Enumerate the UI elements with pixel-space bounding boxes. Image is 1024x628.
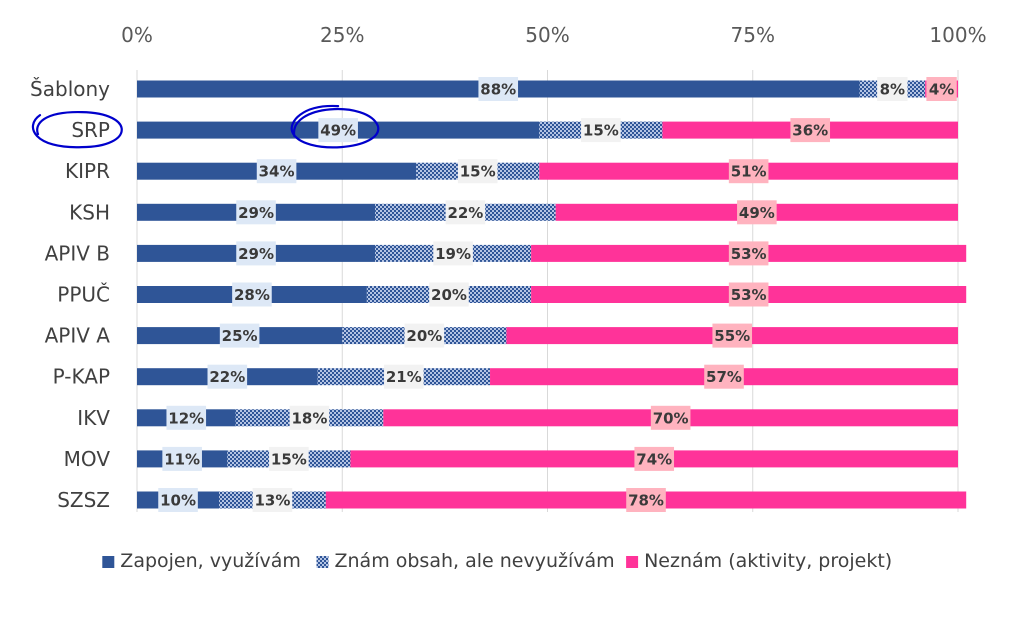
data-label: 11%: [164, 450, 200, 468]
category-label-p-kap: P-KAP: [53, 365, 110, 389]
data-label-bg: [252, 488, 293, 512]
data-label: 53%: [731, 245, 767, 263]
legend-entry-3: Neznám (aktivity, projekt): [644, 550, 892, 572]
annotations: [31, 104, 380, 149]
category-label-ablony: Šablony: [30, 77, 110, 101]
x-tick-label: 75%: [731, 23, 775, 47]
category-label-szsz: SZSZ: [57, 488, 110, 512]
category-labels: Šablony SRP KIPR KSH APIV B PPUČ APIV A P-KAP IK…: [30, 77, 110, 512]
data-label-bg: [926, 77, 957, 101]
annotation-circle-category: [31, 110, 123, 149]
category-label-apiv-a: APIV A: [45, 324, 111, 348]
data-label: 15%: [271, 450, 307, 468]
legend-swatch-3: [626, 556, 639, 568]
category-label-srp: SRP: [71, 118, 110, 142]
data-label: 22%: [447, 204, 483, 222]
data-label: 70%: [653, 409, 689, 427]
data-label: 57%: [706, 368, 742, 386]
data-label-bg: [269, 446, 309, 471]
data-label: 20%: [406, 327, 442, 345]
data-label: 15%: [460, 163, 496, 181]
data-label: 36%: [792, 122, 828, 140]
data-label: 29%: [238, 204, 274, 222]
data-label: 49%: [739, 204, 775, 222]
data-label: 55%: [714, 327, 750, 345]
data-label-bg: [650, 405, 691, 430]
data-label: 78%: [628, 492, 664, 510]
data-label-bg: [236, 241, 276, 266]
data-label-bg: [207, 364, 248, 389]
data-label: 53%: [731, 286, 767, 304]
data-label: 74%: [636, 450, 672, 468]
data-label: 28%: [234, 286, 270, 304]
data-label: 34%: [259, 163, 295, 181]
annotation-circle-data-label: [290, 104, 380, 149]
data-label: 19%: [435, 245, 471, 263]
data-label-bg: [634, 446, 675, 471]
data-label-bg: [166, 405, 207, 430]
data-label-bg: [158, 488, 198, 512]
x-tick-label: 25%: [320, 23, 364, 47]
data-label-bg: [712, 323, 753, 348]
legend-swatch-2: [316, 556, 329, 568]
data-label: 49%: [320, 122, 356, 140]
data-label: 18%: [291, 409, 327, 427]
data-label-bg: [404, 323, 445, 348]
data-labels: 88% 8% 4% 49% 15% 36% 34% 15% 51% 29% 22% 49% 29% 19%…: [158, 77, 957, 512]
data-label: 8%: [880, 81, 905, 99]
data-label-bg: [728, 159, 769, 184]
category-label-mov: MOV: [64, 447, 111, 471]
data-label-bg: [737, 200, 777, 225]
data-label-bg: [256, 159, 297, 184]
data-label-bg: [433, 241, 473, 266]
category-label-kipr: KIPR: [65, 159, 110, 183]
data-label-bg: [626, 488, 666, 512]
data-label: 25%: [222, 327, 258, 345]
legend-swatch-1: [102, 556, 115, 568]
data-label: 22%: [209, 368, 245, 386]
x-tick-label: 0%: [121, 23, 153, 47]
data-label: 21%: [386, 368, 422, 386]
data-label-bg: [232, 282, 272, 307]
data-label-bg: [877, 77, 908, 101]
data-label-bg: [236, 200, 276, 225]
category-label-ksh: KSH: [69, 200, 110, 224]
category-label-apiv-b: APIV B: [45, 241, 110, 265]
data-label: 88%: [480, 81, 516, 99]
x-axis-ticks: 0% 25% 50% 75% 100%: [121, 23, 986, 47]
category-label-ikv: IKV: [77, 406, 110, 430]
x-tick-label: 100%: [929, 23, 986, 47]
data-label-bg: [457, 159, 498, 184]
data-label-bg: [219, 323, 260, 348]
data-label-bg: [429, 282, 469, 307]
legend-entry-2: Znám obsah, ale nevyužívám: [335, 550, 615, 572]
data-label-bg: [162, 446, 202, 471]
x-tick-label: 50%: [525, 23, 569, 47]
data-label: 20%: [431, 286, 467, 304]
data-label: 12%: [168, 409, 204, 427]
category-label-ppu: PPUČ: [57, 283, 110, 307]
data-label-bg: [790, 118, 831, 143]
data-label-bg: [728, 241, 769, 266]
data-label: 15%: [583, 122, 619, 140]
data-label-bg: [289, 405, 330, 430]
data-label-bg: [704, 364, 744, 389]
data-label-bg: [581, 118, 621, 143]
data-label: 29%: [238, 245, 274, 263]
data-label: 10%: [160, 492, 196, 510]
data-label: 51%: [731, 163, 767, 181]
data-label: 4%: [929, 81, 954, 99]
data-label-bg: [384, 364, 424, 389]
legend: Zapojen, využívám Znám obsah, ale nevyuží…: [102, 550, 892, 572]
data-label-bg: [445, 200, 486, 225]
data-label-bg: [478, 77, 519, 101]
data-label-bg: [318, 118, 358, 143]
data-label: 13%: [255, 492, 291, 510]
data-label-bg: [728, 282, 769, 307]
legend-entry-1: Zapojen, využívám: [120, 550, 301, 572]
